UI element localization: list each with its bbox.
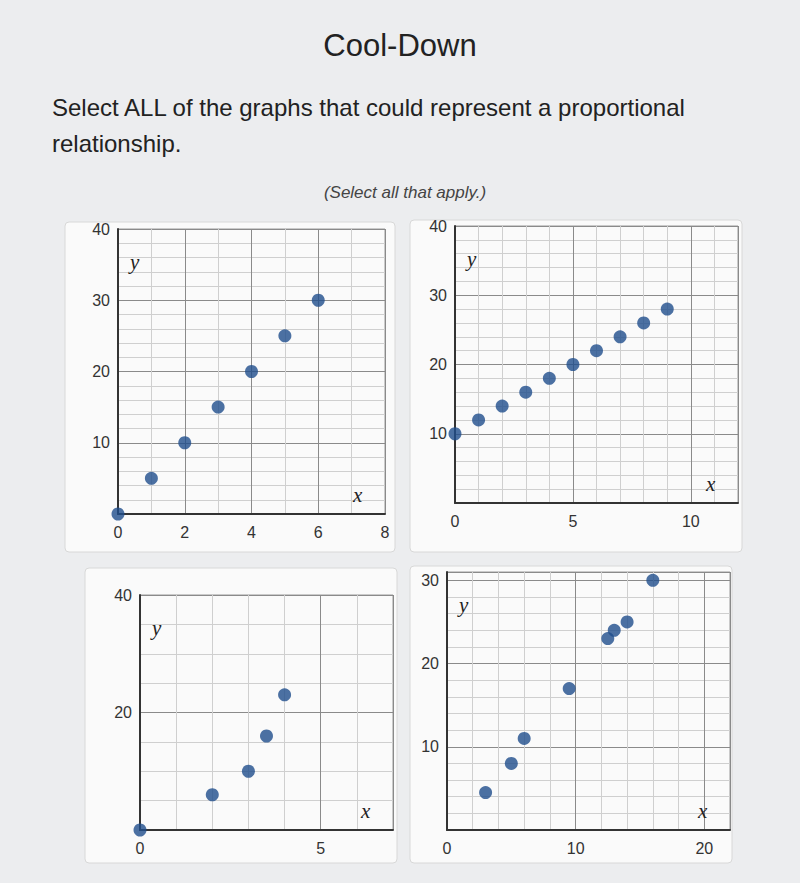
svg-text:5: 5 — [568, 513, 577, 530]
svg-text:x: x — [697, 799, 708, 823]
svg-text:40: 40 — [429, 218, 447, 235]
svg-text:10: 10 — [421, 738, 439, 755]
svg-text:8: 8 — [381, 524, 390, 541]
svg-text:0: 0 — [114, 524, 123, 541]
svg-text:x: x — [360, 799, 371, 823]
svg-text:20: 20 — [421, 655, 439, 672]
svg-text:20: 20 — [429, 356, 447, 373]
svg-text:0: 0 — [451, 513, 460, 530]
svg-text:30: 30 — [421, 572, 439, 589]
svg-text:x: x — [705, 472, 716, 496]
svg-text:30: 30 — [92, 292, 110, 309]
svg-text:30: 30 — [429, 287, 447, 304]
svg-text:20: 20 — [114, 704, 132, 721]
svg-text:4: 4 — [247, 524, 256, 541]
svg-text:10: 10 — [567, 840, 585, 857]
svg-text:y: y — [150, 616, 162, 640]
svg-text:0: 0 — [136, 840, 145, 857]
svg-text:10: 10 — [682, 513, 700, 530]
svg-text:y: y — [465, 247, 477, 271]
svg-text:x: x — [352, 483, 363, 507]
svg-text:40: 40 — [114, 587, 132, 604]
html-text:Cool-Down: Cool-Down — [323, 28, 477, 63]
svg-text:2: 2 — [180, 524, 189, 541]
svg-text:10: 10 — [429, 425, 447, 442]
svg-text:20: 20 — [695, 840, 713, 857]
svg-text:20: 20 — [92, 363, 110, 380]
html-text:Select ALL of the graphs that: Select ALL of the graphs that could repr… — [52, 94, 685, 157]
svg-text:5: 5 — [316, 840, 325, 857]
svg-text:6: 6 — [314, 524, 323, 541]
svg-text:y: y — [128, 250, 140, 274]
svg-text:0: 0 — [443, 840, 452, 857]
svg-text:40: 40 — [92, 221, 110, 238]
html-text:(Select all that apply.): (Select all that apply.) — [323, 183, 487, 202]
svg-text:y: y — [457, 593, 469, 617]
svg-text:10: 10 — [92, 434, 110, 451]
